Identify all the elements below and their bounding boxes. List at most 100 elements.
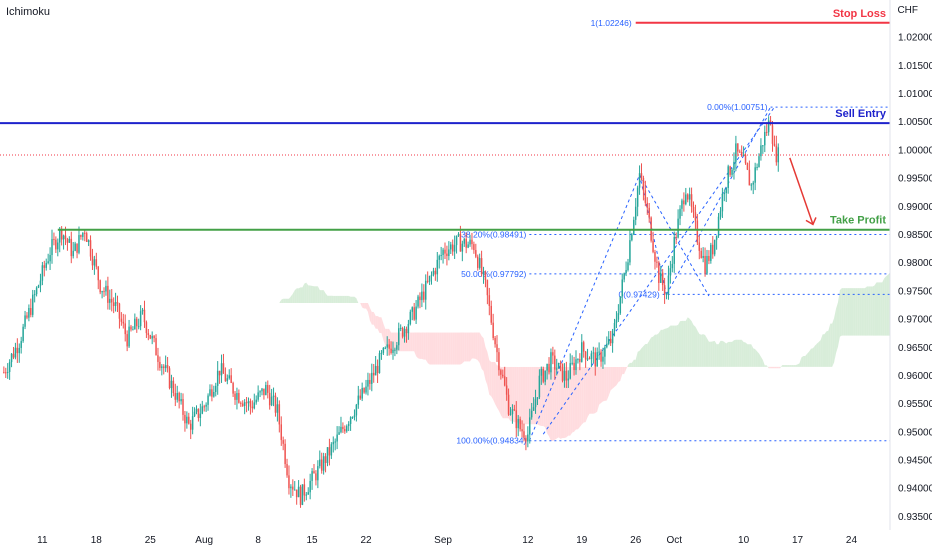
candle-body bbox=[333, 442, 335, 444]
cloud-segment bbox=[659, 330, 661, 367]
candle-body bbox=[525, 438, 527, 442]
candle-body bbox=[477, 257, 479, 268]
candle-body bbox=[317, 466, 319, 480]
candle-body bbox=[662, 273, 664, 285]
y-tick-label: 0.99000 bbox=[898, 202, 932, 213]
candle-body bbox=[575, 359, 577, 370]
cloud-segment bbox=[647, 341, 649, 367]
candle-body bbox=[80, 235, 82, 237]
cloud-segment bbox=[376, 316, 378, 329]
cloud-segment bbox=[699, 334, 701, 367]
cloud-segment bbox=[715, 341, 717, 367]
candle-body bbox=[464, 239, 466, 244]
cloud-segment bbox=[757, 351, 759, 366]
candle-body bbox=[134, 319, 136, 330]
cloud-segment bbox=[285, 299, 287, 303]
candle-body bbox=[751, 185, 753, 186]
candle-body bbox=[456, 236, 458, 245]
cloud-segment bbox=[445, 333, 447, 365]
cloud-segment bbox=[295, 288, 297, 303]
candle-body bbox=[487, 280, 489, 295]
candle-body bbox=[38, 286, 40, 288]
candle-body bbox=[277, 404, 279, 412]
cloud-segment bbox=[366, 303, 368, 312]
cloud-segment bbox=[472, 333, 474, 359]
candle-body bbox=[61, 230, 63, 240]
candle-body bbox=[539, 376, 541, 397]
fib-level-label: 38.20%(0.98491) bbox=[461, 229, 526, 239]
cloud-segment bbox=[678, 321, 680, 367]
candle-body bbox=[400, 328, 402, 329]
cloud-segment bbox=[792, 365, 794, 367]
candle-body bbox=[766, 132, 768, 133]
candle-body bbox=[290, 487, 292, 489]
indicator-label: Ichimoku bbox=[6, 6, 50, 18]
candle-body bbox=[673, 237, 675, 264]
candle-body bbox=[121, 319, 123, 322]
cloud-segment bbox=[607, 367, 609, 401]
candle-body bbox=[20, 341, 22, 348]
price-levels: 1.02246Stop Loss1.00467Sell Entry0.99900… bbox=[0, 8, 932, 237]
candle-body bbox=[167, 365, 169, 368]
candle-body bbox=[460, 234, 462, 252]
cloud-segment bbox=[867, 286, 869, 335]
candle-body bbox=[749, 170, 751, 186]
cloud-segment bbox=[482, 336, 484, 371]
candle-body bbox=[510, 414, 512, 415]
candle-body bbox=[722, 194, 724, 211]
candle-body bbox=[444, 250, 446, 254]
cloud-segment bbox=[576, 367, 578, 430]
x-tick-label: 15 bbox=[307, 535, 319, 546]
cloud-segment bbox=[241, 321, 243, 327]
candle-body bbox=[273, 396, 275, 397]
candle-body bbox=[194, 412, 196, 416]
price-axis-bg bbox=[890, 0, 932, 550]
candle-body bbox=[438, 256, 440, 260]
candle-body bbox=[130, 327, 132, 330]
candle-body bbox=[610, 339, 612, 343]
cloud-segment bbox=[772, 367, 774, 368]
candle-body bbox=[198, 409, 200, 418]
cloud-segment bbox=[520, 367, 522, 424]
candle-body bbox=[733, 162, 735, 170]
candle-body bbox=[448, 249, 450, 256]
candle-body bbox=[146, 322, 148, 333]
candle-body bbox=[72, 251, 74, 256]
cloud-segment bbox=[753, 348, 755, 367]
cloud-segment bbox=[751, 344, 753, 367]
y-tick-label: 0.93500 bbox=[898, 512, 932, 523]
cloud-segment bbox=[418, 333, 420, 359]
y-tick-label: 0.94500 bbox=[898, 456, 932, 467]
cloud-segment bbox=[426, 333, 428, 363]
candle-body bbox=[602, 357, 604, 362]
x-tick-label: 25 bbox=[145, 535, 157, 546]
cloud-segment bbox=[441, 333, 443, 365]
cloud-segment bbox=[670, 326, 672, 367]
cloud-segment bbox=[628, 363, 630, 367]
candle-body bbox=[282, 440, 284, 444]
cloud-segment bbox=[676, 325, 678, 367]
candle-body bbox=[585, 352, 587, 360]
candle-body bbox=[747, 163, 749, 170]
candle-body bbox=[666, 293, 668, 294]
cloud-segment bbox=[634, 360, 636, 367]
cloud-segment bbox=[318, 286, 320, 303]
candle-body bbox=[706, 256, 708, 274]
cloud-segment bbox=[235, 333, 237, 335]
cloud-segment bbox=[690, 319, 692, 367]
candle-body bbox=[498, 352, 500, 370]
cloud-segment bbox=[882, 278, 884, 335]
cloud-segment bbox=[353, 297, 355, 303]
cloud-segment bbox=[811, 348, 813, 367]
cloud-segment bbox=[805, 354, 807, 367]
cloud-segment bbox=[740, 340, 742, 367]
cloud-segment bbox=[651, 337, 653, 367]
y-tick-label: 1.01500 bbox=[898, 61, 932, 72]
candle-body bbox=[242, 404, 244, 406]
cloud-segment bbox=[491, 362, 493, 400]
cloud-segment bbox=[329, 296, 331, 303]
x-tick-label: Oct bbox=[666, 535, 682, 546]
candle-body bbox=[475, 250, 477, 257]
